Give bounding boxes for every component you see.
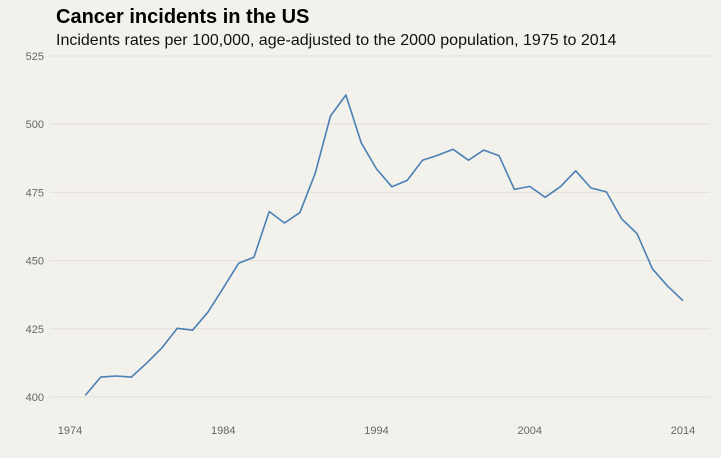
y-tick-label: 450: [26, 256, 44, 268]
data-point: [573, 168, 578, 173]
data-point: [251, 255, 256, 260]
data-point: [665, 284, 670, 289]
x-tick-label: 1974: [58, 425, 82, 437]
data-point: [114, 374, 119, 379]
x-tick-label: 2004: [518, 425, 542, 437]
data-point: [83, 393, 88, 398]
y-tick-label: 525: [26, 51, 44, 63]
data-point: [343, 93, 348, 98]
data-point: [359, 140, 364, 145]
data-point: [129, 375, 134, 380]
data-point: [512, 187, 517, 192]
data-point: [328, 114, 333, 119]
series-line-0: [84, 94, 684, 396]
data-point: [175, 326, 180, 331]
x-tick-label: 1994: [364, 425, 388, 437]
data-point: [481, 148, 486, 153]
data-point: [435, 153, 440, 158]
data-point: [604, 189, 609, 194]
data-point: [405, 178, 410, 183]
chart-subtitle: Incidents rates per 100,000, age-adjuste…: [56, 32, 617, 49]
data-point: [374, 166, 379, 171]
data-point: [635, 231, 640, 236]
data-point: [650, 266, 655, 271]
data-point: [282, 221, 287, 226]
data-point: [558, 184, 563, 189]
data-point: [267, 209, 272, 214]
data-point: [466, 158, 471, 163]
chart-title: Cancer incidents in the US: [56, 6, 310, 28]
data-point: [420, 158, 425, 163]
data-point: [619, 216, 624, 221]
y-tick-label: 400: [26, 392, 44, 404]
data-point: [313, 171, 318, 176]
data-point: [98, 375, 103, 380]
x-tick-label: 1984: [211, 425, 235, 437]
grid-lines: [50, 55, 710, 398]
data-point: [205, 310, 210, 315]
data-point: [159, 345, 164, 350]
data-point: [451, 147, 456, 152]
x-tick-label: 2014: [671, 425, 695, 437]
y-tick-label: 425: [26, 324, 44, 336]
data-point: [236, 261, 241, 266]
y-tick-label: 475: [26, 187, 44, 199]
data-point: [144, 361, 149, 366]
series-layer: [83, 93, 686, 398]
data-point: [589, 186, 594, 191]
y-axis-tick-labels: 400 425 450 475 500 525: [26, 51, 44, 404]
data-point: [681, 298, 686, 303]
data-point: [190, 328, 195, 333]
data-point: [543, 195, 548, 200]
x-axis-tick-labels: 1974 1984 1994 2004 2014: [58, 425, 695, 437]
data-point: [297, 210, 302, 215]
data-point: [221, 285, 226, 290]
data-point: [389, 184, 394, 189]
y-tick-label: 500: [26, 119, 44, 131]
data-point: [497, 153, 502, 158]
data-point: [527, 184, 532, 189]
